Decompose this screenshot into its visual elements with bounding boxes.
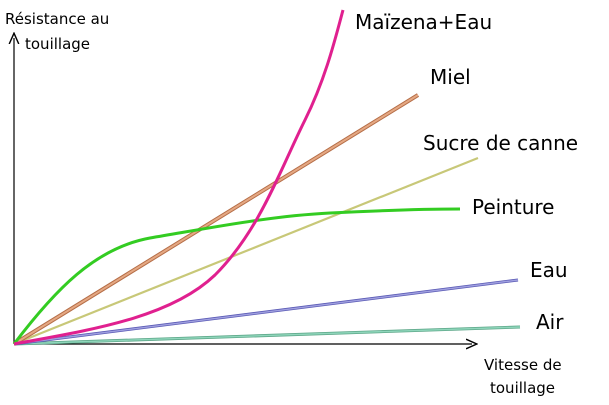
- x-axis-label: Vitesse de: [484, 356, 562, 374]
- y-axis-label: Résistance au: [5, 10, 109, 28]
- curve-maizena: [13, 9, 345, 346]
- curve-sucre: [13, 156, 479, 346]
- curve-label: Sucre de canne: [423, 131, 578, 155]
- curve-label: Maïzena+Eau: [355, 10, 492, 34]
- curve-label: Air: [536, 310, 564, 334]
- curve-air-inner: [13, 326, 521, 345]
- curve-label: Peinture: [472, 195, 555, 219]
- x-axis-label: touillage: [490, 379, 555, 397]
- curve-label: Eau: [530, 258, 568, 282]
- y-axis-label: touillage: [25, 35, 90, 53]
- curve-miel-inner: [13, 94, 419, 345]
- curve-eau-inner: [13, 279, 519, 345]
- curve-label: Miel: [430, 65, 471, 89]
- curve-peinture: [12, 207, 461, 345]
